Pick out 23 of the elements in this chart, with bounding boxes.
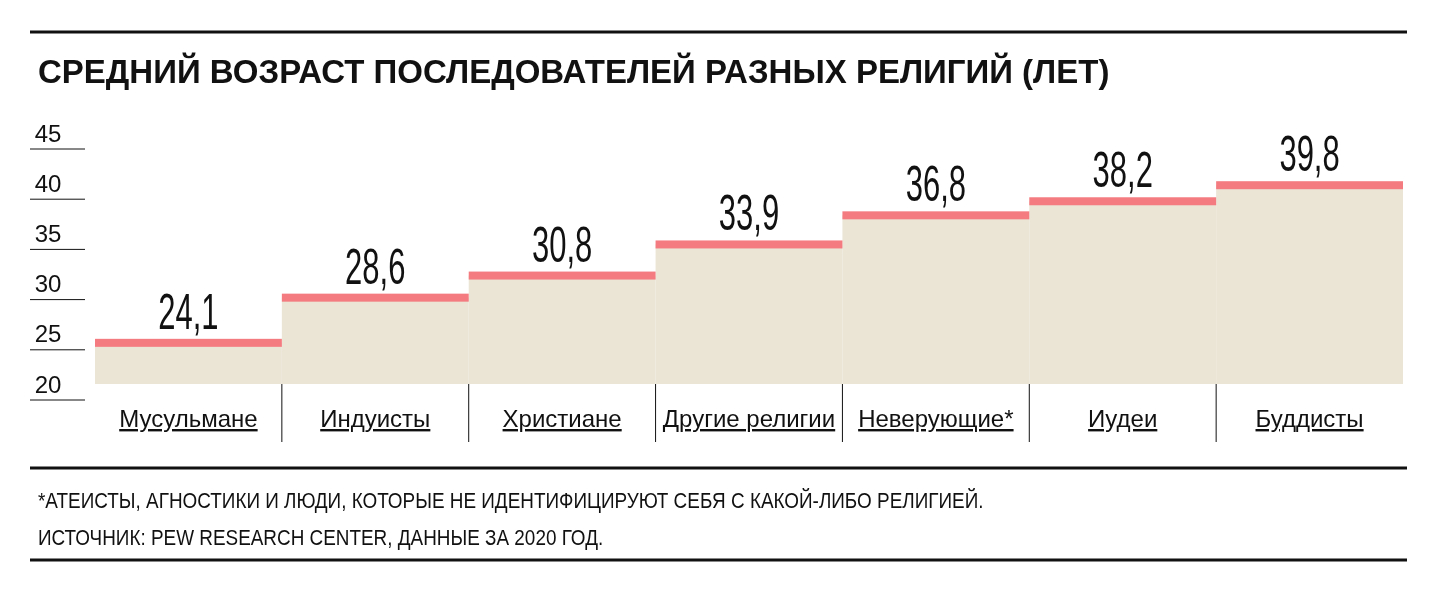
- data-label: 39,8: [1279, 125, 1340, 183]
- x-tick-label: Другие религии: [662, 405, 836, 432]
- data-label: 30,8: [531, 215, 593, 273]
- chart-title: СРЕДНИЙ ВОЗРАСТ ПОСЛЕДОВАТЕЛЕЙ РАЗНЫХ РЕЛИГИЙ (ЛЕТ): [38, 52, 1110, 90]
- data-label: 24,1: [158, 283, 219, 340]
- x-tick-label: Христиане: [502, 405, 622, 432]
- text: *АТЕИСТЫ, АГНОСТИКИ И ЛЮДИ, КОТОРЫЕ НЕ ИДЕНТИФИЦИРУЮТ СЕБЯ С КАКОЙ-ЛИБО РЕЛИГИЕЙ.: [38, 487, 984, 513]
- x-tick-label: Индуисты: [320, 405, 431, 432]
- y-tick-label: 45: [34, 119, 62, 147]
- y-tick-label: 25: [34, 320, 62, 348]
- y-tick-label: 20: [34, 370, 62, 398]
- y-tick-label: 35: [34, 219, 62, 247]
- data-label: 38,2: [1092, 141, 1153, 199]
- x-tick-label: Иудеи: [1088, 405, 1158, 432]
- x-tick-label: Буддисты: [1255, 405, 1364, 432]
- y-tick-label: 30: [34, 270, 62, 298]
- data-label: 36,8: [905, 155, 967, 213]
- data-label: 28,6: [345, 237, 406, 295]
- x-tick-label: Неверующие*: [858, 405, 1014, 432]
- data-label: 33,9: [718, 184, 780, 242]
- text: ИСТОЧНИК: PEW RESEARCH CENTER, ДАННЫЕ ЗА 2020 ГОД.: [38, 524, 604, 550]
- y-tick-label: 40: [34, 169, 62, 197]
- x-tick-label: Мусульмане: [119, 405, 258, 432]
